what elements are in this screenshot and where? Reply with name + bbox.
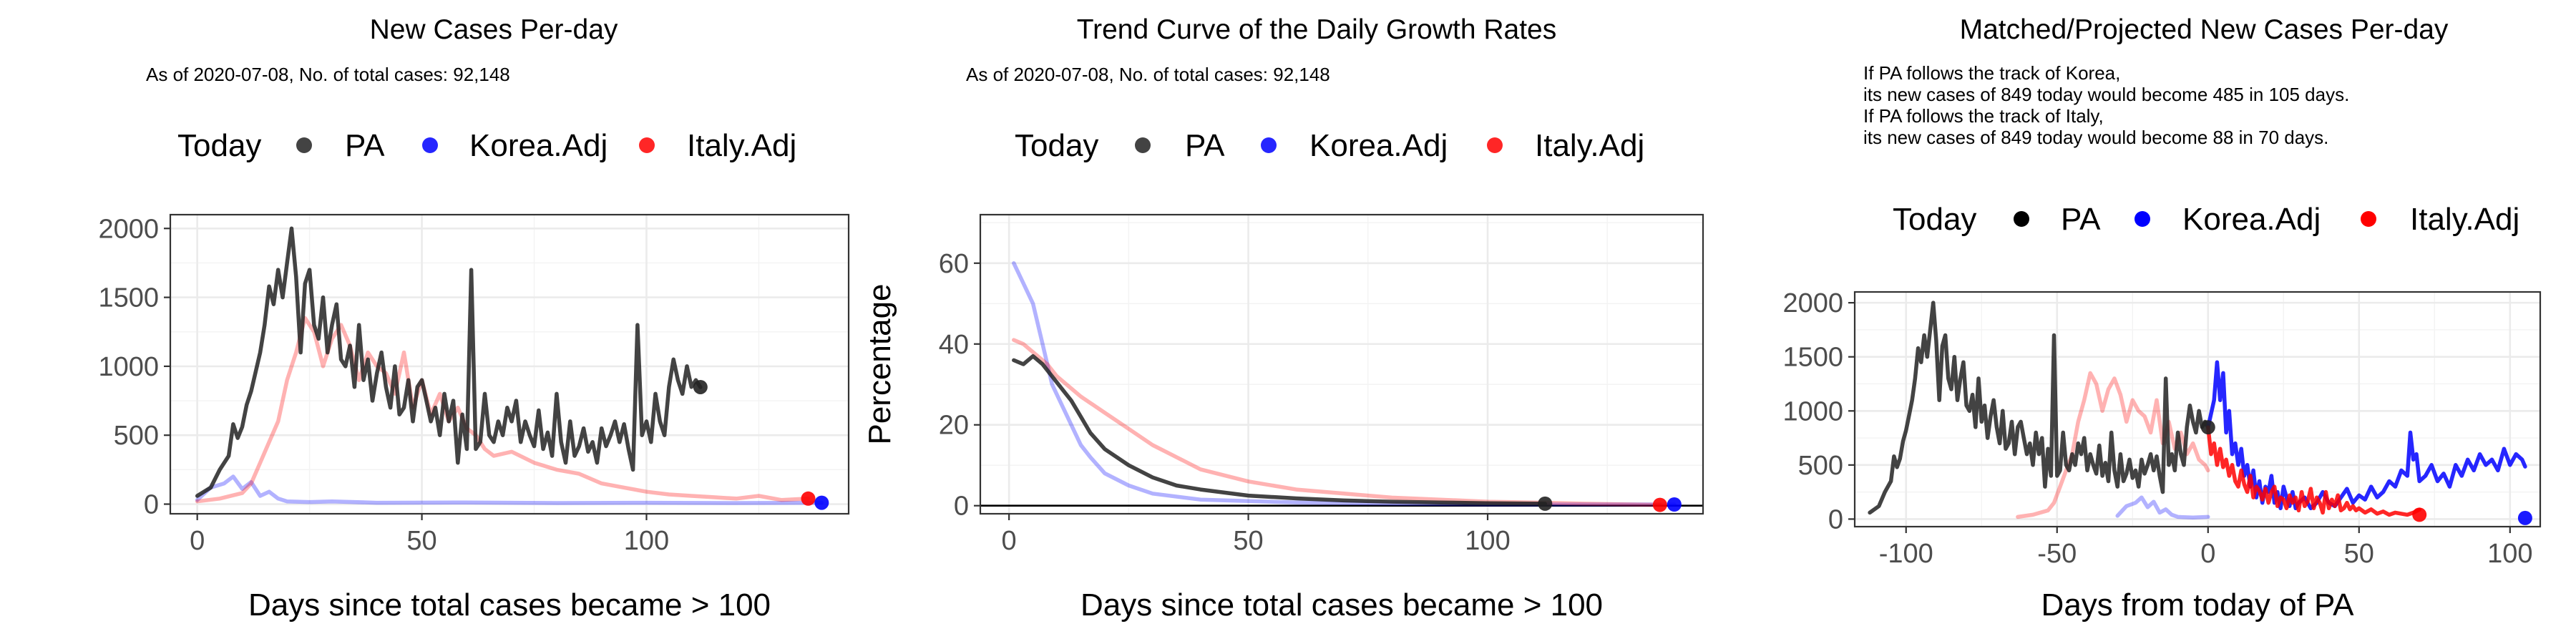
panel-border <box>979 213 1704 515</box>
projection-note: its new cases of 849 today would become … <box>1863 84 2349 105</box>
legend-key-korea-adj <box>2135 211 2150 227</box>
y-tick-label: 0 <box>1828 504 1843 535</box>
x-tick-label: 50 <box>1233 526 1263 556</box>
y-tick-label: 2000 <box>1782 288 1843 318</box>
legend-label: Korea.Adj <box>469 128 608 163</box>
series-line-italy-adj <box>2016 371 2210 519</box>
x-tick-label: 0 <box>1002 526 1017 556</box>
y-axis-title: Percentage <box>862 283 897 444</box>
today-point-korea-adj <box>1667 497 1682 512</box>
legend-key-pa <box>2014 211 2029 227</box>
series-line-korea-adj <box>195 474 824 505</box>
legend-label: Korea.Adj <box>1309 128 1448 163</box>
legend-title: Today <box>1015 128 1098 163</box>
y-tick-label: 1000 <box>1782 396 1843 426</box>
x-axis-title: Days from today of PA <box>2041 587 2355 623</box>
legend-key-italy-adj <box>2361 211 2376 227</box>
panel-border <box>1853 291 2542 528</box>
y-tick-label: 0 <box>144 490 159 520</box>
legend-label: PA <box>1185 128 1225 163</box>
x-tick-label: 0 <box>2200 539 2215 569</box>
chart-panel-growth-rates: Trend Curve of the Daily Growth Rates As … <box>862 14 1704 623</box>
legend-label: PA <box>2061 202 2101 237</box>
legend-key-korea-adj <box>1261 137 1277 153</box>
y-tick-label: 40 <box>939 330 969 360</box>
series-line-italy-adj <box>1012 338 1662 507</box>
x-axis-title: Days since total cases became > 100 <box>1080 587 1603 623</box>
today-point-pa <box>1538 496 1553 511</box>
y-tick-label: 1500 <box>1782 343 1843 373</box>
y-tick-label: 1000 <box>98 352 159 382</box>
legend-key-pa <box>296 137 312 153</box>
projection-note: If PA follows the track of Korea, <box>1863 62 2120 84</box>
x-tick-label: 0 <box>190 526 205 556</box>
chart-subtitle: As of 2020-07-08, No. of total cases: 92… <box>966 64 1330 85</box>
legend-title: Today <box>177 128 261 163</box>
legend-key-pa <box>1135 137 1151 153</box>
x-tick-label: 100 <box>624 526 669 556</box>
chart-subtitle: As of 2020-07-08, No. of total cases: 92… <box>146 64 510 85</box>
legend-key-korea-adj <box>422 137 438 153</box>
today-point-italy-adj <box>1652 497 1667 512</box>
chart-panel-projected-cases: Matched/Projected New Cases Per-day If PA… <box>1782 14 2542 623</box>
today-point-italy-adj <box>801 491 816 506</box>
legend-label: PA <box>345 128 385 163</box>
series-line-italy-adj <box>2206 425 2421 517</box>
series-line-korea-adj <box>1012 261 1677 507</box>
chart-title: Matched/Projected New Cases Per-day <box>1960 14 2449 45</box>
legend-label: Korea.Adj <box>2182 202 2321 237</box>
x-tick-label: 50 <box>2344 539 2374 569</box>
x-tick-label: -50 <box>2037 539 2077 569</box>
today-point-pa <box>693 379 708 394</box>
legend-key-italy-adj <box>1487 137 1503 153</box>
chart-panel-new-cases: New Cases Per-day As of 2020-07-08, No. o… <box>98 14 850 623</box>
panel-border <box>169 213 850 515</box>
y-tick-label: 2000 <box>98 214 159 244</box>
series-line-pa <box>1868 301 2210 515</box>
x-tick-label: 100 <box>1465 526 1510 556</box>
projection-note: its new cases of 849 today would become … <box>1863 127 2328 148</box>
x-tick-label: -100 <box>1879 539 1933 569</box>
series-line-korea-adj <box>2115 495 2210 519</box>
y-tick-label: 1500 <box>98 283 159 313</box>
today-point-italy-adj <box>2412 507 2427 522</box>
x-tick-label: 100 <box>2487 539 2532 569</box>
legend-label: Italy.Adj <box>687 128 796 163</box>
y-tick-label: 500 <box>114 421 159 451</box>
legend-key-italy-adj <box>639 137 655 153</box>
chart-title: Trend Curve of the Daily Growth Rates <box>1077 14 1556 45</box>
x-axis-title: Days since total cases became > 100 <box>248 587 771 623</box>
chart-title: New Cases Per-day <box>370 14 618 45</box>
series-line-italy-adj <box>195 316 811 504</box>
series-line-pa <box>1012 353 1548 506</box>
y-tick-label: 20 <box>939 411 969 441</box>
today-point-korea-adj <box>2517 510 2532 525</box>
y-tick-label: 0 <box>954 492 969 522</box>
y-tick-label: 500 <box>1798 451 1843 481</box>
legend-label: Italy.Adj <box>2410 202 2519 237</box>
series-line-pa <box>195 226 703 498</box>
projection-note: If PA follows the track of Italy, <box>1863 105 2104 127</box>
y-tick-label: 60 <box>939 249 969 279</box>
x-tick-label: 50 <box>406 526 436 556</box>
legend-title: Today <box>1893 202 1976 237</box>
legend-label: Italy.Adj <box>1535 128 1644 163</box>
today-point-korea-adj <box>814 495 829 510</box>
today-point-pa <box>2200 420 2215 435</box>
